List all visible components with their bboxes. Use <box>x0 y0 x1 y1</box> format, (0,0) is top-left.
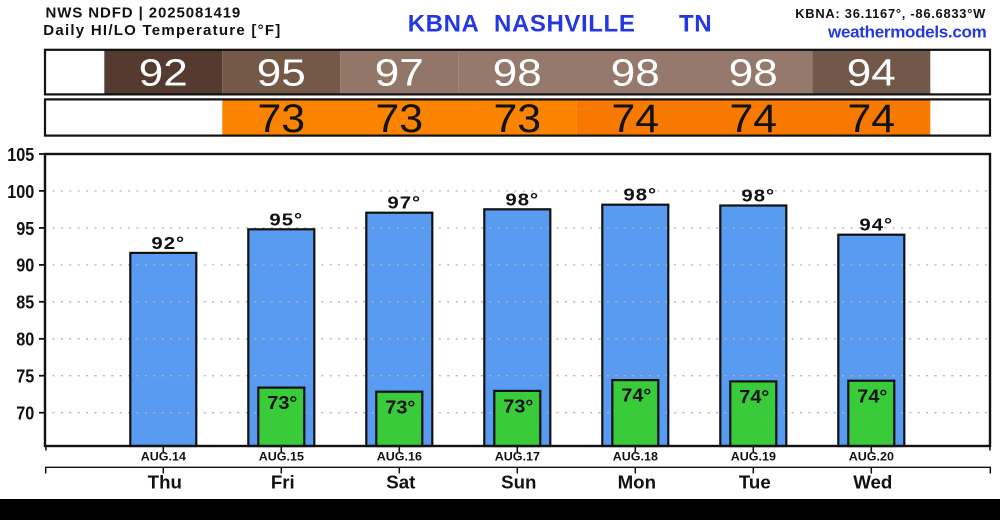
svg-text:92: 92 <box>139 51 188 93</box>
svg-text:75: 75 <box>16 366 34 387</box>
svg-text:AUG.17: AUG.17 <box>495 450 541 463</box>
svg-text:74: 74 <box>730 96 778 140</box>
svg-text:98°: 98° <box>741 187 775 207</box>
svg-text:95°: 95° <box>269 210 303 230</box>
svg-text:NWS NDFD | 2025081419: NWS NDFD | 2025081419 <box>46 5 242 22</box>
svg-text:Thu: Thu <box>148 472 182 493</box>
svg-text:AUG.16: AUG.16 <box>377 450 423 463</box>
svg-text:Daily HI/LO Temperature [°F]: Daily HI/LO Temperature [°F] <box>43 22 281 39</box>
svg-text:105: 105 <box>7 144 34 165</box>
svg-text:Wed: Wed <box>853 472 892 493</box>
svg-text:98: 98 <box>611 51 660 93</box>
svg-text:weathermodels.com: weathermodels.com <box>827 22 987 41</box>
svg-text:KBNA: 36.1167°, -86.6833°W: KBNA: 36.1167°, -86.6833°W <box>795 6 986 21</box>
svg-text:AUG.14: AUG.14 <box>141 450 187 463</box>
svg-text:80: 80 <box>16 329 34 350</box>
svg-text:97: 97 <box>375 51 424 93</box>
svg-text:Sat: Sat <box>386 472 415 493</box>
svg-text:94°: 94° <box>859 216 893 236</box>
svg-text:95: 95 <box>16 218 34 239</box>
svg-text:92°: 92° <box>151 234 185 254</box>
svg-text:Sun: Sun <box>501 472 536 493</box>
svg-text:73°: 73° <box>503 397 533 417</box>
svg-text:Fri: Fri <box>271 472 295 493</box>
svg-text:74°: 74° <box>739 388 769 408</box>
svg-text:73°: 73° <box>385 398 415 418</box>
svg-text:AUG.19: AUG.19 <box>731 450 777 463</box>
svg-text:98°: 98° <box>505 190 539 210</box>
svg-text:98: 98 <box>729 51 778 93</box>
svg-text:95: 95 <box>257 51 306 93</box>
svg-text:Mon: Mon <box>618 472 656 493</box>
svg-text:74: 74 <box>848 96 896 140</box>
svg-text:73: 73 <box>376 96 424 140</box>
svg-text:73°: 73° <box>267 394 297 414</box>
svg-text:74°: 74° <box>857 387 887 407</box>
svg-text:100: 100 <box>7 181 34 202</box>
svg-text:KBNA NASHVILLE TN: KBNA NASHVILLE TN <box>408 11 712 38</box>
svg-text:70: 70 <box>16 403 34 424</box>
svg-text:AUG.20: AUG.20 <box>849 450 895 463</box>
svg-text:98°: 98° <box>623 186 657 206</box>
svg-text:74: 74 <box>612 96 660 140</box>
svg-text:74°: 74° <box>621 386 651 406</box>
svg-text:85: 85 <box>16 292 34 313</box>
svg-text:97°: 97° <box>387 194 421 214</box>
svg-text:AUG.15: AUG.15 <box>259 450 305 463</box>
svg-text:Tue: Tue <box>739 472 771 493</box>
svg-text:73: 73 <box>494 96 542 140</box>
svg-text:98: 98 <box>493 51 542 93</box>
svg-text:73: 73 <box>258 96 306 140</box>
svg-text:AUG.18: AUG.18 <box>613 450 659 463</box>
svg-text:90: 90 <box>16 255 34 276</box>
svg-text:94: 94 <box>847 51 896 93</box>
